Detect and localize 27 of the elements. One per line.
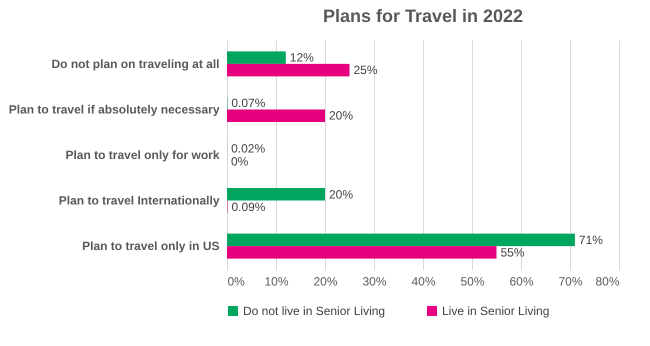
x-tick-label: 10%: [264, 274, 289, 288]
data-label: 20%: [329, 187, 354, 202]
chart-title: Plans for Travel in 2022: [322, 6, 524, 26]
data-label: 25%: [354, 63, 378, 78]
x-tick-label: 40%: [411, 274, 436, 288]
data-label: 55%: [500, 245, 525, 260]
data-label: 0.07%: [231, 96, 266, 110]
x-tick-label: 70%: [558, 274, 583, 288]
x-tick-label: 80%: [595, 274, 620, 288]
x-tick-label: 20%: [313, 274, 338, 288]
data-label: 12%: [290, 50, 314, 65]
data-label: 0%: [231, 154, 249, 168]
data-label: 71%: [578, 232, 604, 247]
y-tick-label: Plan to travel only in US: [82, 239, 220, 254]
data-label: 0.09%: [231, 200, 266, 214]
y-tick-label: Plan to travel Internationally: [58, 194, 220, 208]
x-tick-label: 50%: [460, 274, 485, 288]
y-tick-label: Plan to travel only for work: [65, 148, 220, 162]
x-tick-label: 30%: [362, 274, 387, 288]
x-tick-label: 0%: [228, 274, 246, 288]
data-label: 20%: [329, 108, 354, 123]
x-tick-label: 60%: [509, 274, 534, 288]
legend-label: Do not live in Senior Living: [243, 304, 386, 318]
y-tick-label: Do not plan on traveling at all: [51, 56, 220, 71]
data-label: 0.02%: [231, 142, 266, 156]
y-tick-label: Plan to travel if absolutely necessary: [8, 102, 220, 116]
legend-label: Live in Senior Living: [442, 304, 550, 318]
